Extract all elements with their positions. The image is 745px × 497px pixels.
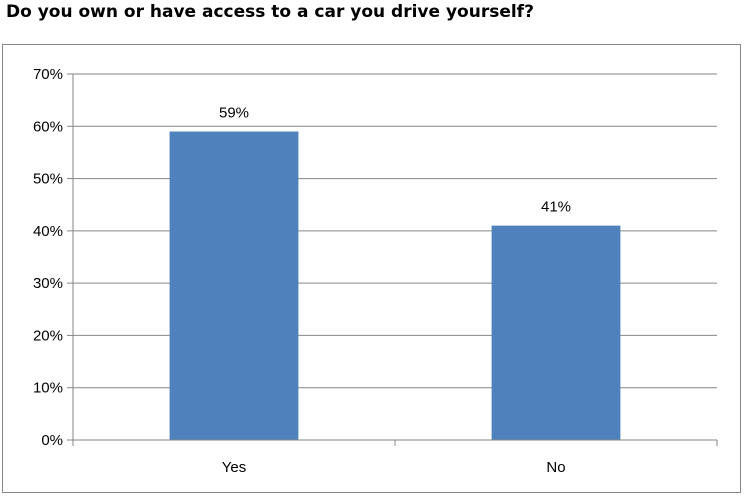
chart-title: Do you own or have access to a car you d… [6,2,534,22]
y-tick-label: 60% [33,118,63,135]
y-tick-label: 0% [41,432,63,449]
x-tick-label: Yes [222,459,246,476]
y-tick-label: 30% [33,275,63,292]
y-tick-label: 70% [33,66,63,83]
y-tick-label: 10% [33,380,63,397]
x-tick-label: No [546,459,565,476]
y-tick-label: 20% [33,327,63,344]
bars [169,131,621,440]
data-label: 59% [219,105,249,122]
data-label: 41% [541,199,571,216]
bar-yes [169,131,299,440]
y-tick-label: 40% [33,223,63,240]
bar-no [491,225,621,440]
axes [67,73,718,446]
labels: 0% 10% 20% 30% 40% 50% 60% 70% 59% Yes 41% No [33,66,571,476]
y-tick-label: 50% [33,171,63,188]
